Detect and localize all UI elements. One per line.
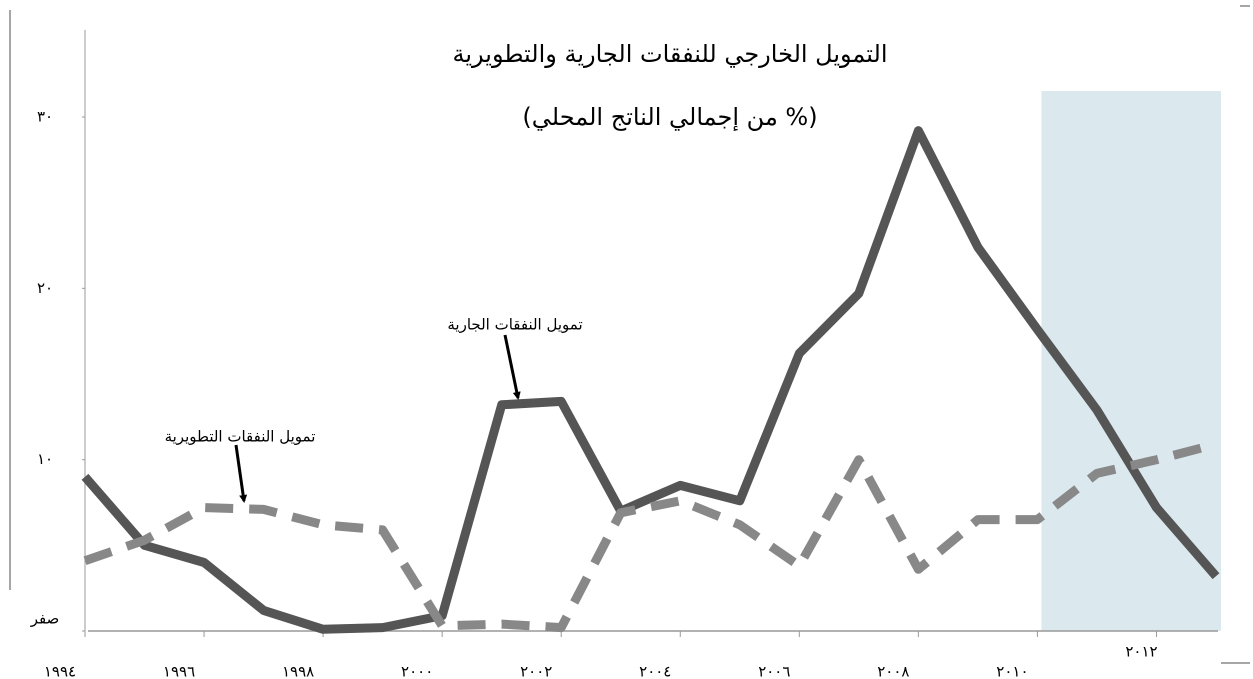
chart-subtitle: (% من إجمالي الناتج المحلي) [522, 103, 817, 132]
y-tick-label: ٣٠ [37, 108, 53, 126]
chart-title: التمويل الخارجي للنفقات الجارية والتطوير… [452, 40, 887, 68]
y-tick-label: ١٠ [37, 450, 53, 468]
x-tick-label: ٢٠٠٨ [877, 663, 909, 679]
y-tick-label: ٢٠ [37, 279, 53, 297]
annotation-arrow [234, 444, 248, 503]
x-tick-label: ١٩٩٦ [163, 663, 195, 679]
x-tick-label: ٢٠٠٦ [758, 663, 790, 679]
x-tick-label: ٢٠١٢ [1125, 643, 1157, 661]
x-tick-label: ٢٠١٠ [996, 663, 1028, 679]
x-tick-label: ٢٠٠٤ [639, 663, 671, 679]
annotation-arrow [503, 334, 521, 400]
series-line [83, 439, 1218, 633]
series-line [81, 126, 1220, 634]
x-tick-label: ١٩٩٤ [44, 663, 76, 679]
x-tick-label: ٢٠٠٢ [520, 663, 552, 679]
series-annotation: تمويل النفقات التطويرية [165, 428, 316, 446]
label-mask [1088, 632, 1221, 679]
y-tick-label: صفر [30, 610, 60, 628]
x-tick-label: ٢٠٠٠ [401, 663, 433, 679]
series-annotation: تمويل النفقات الجارية [447, 316, 582, 334]
x-tick-label: ١٩٩٨ [282, 663, 314, 679]
